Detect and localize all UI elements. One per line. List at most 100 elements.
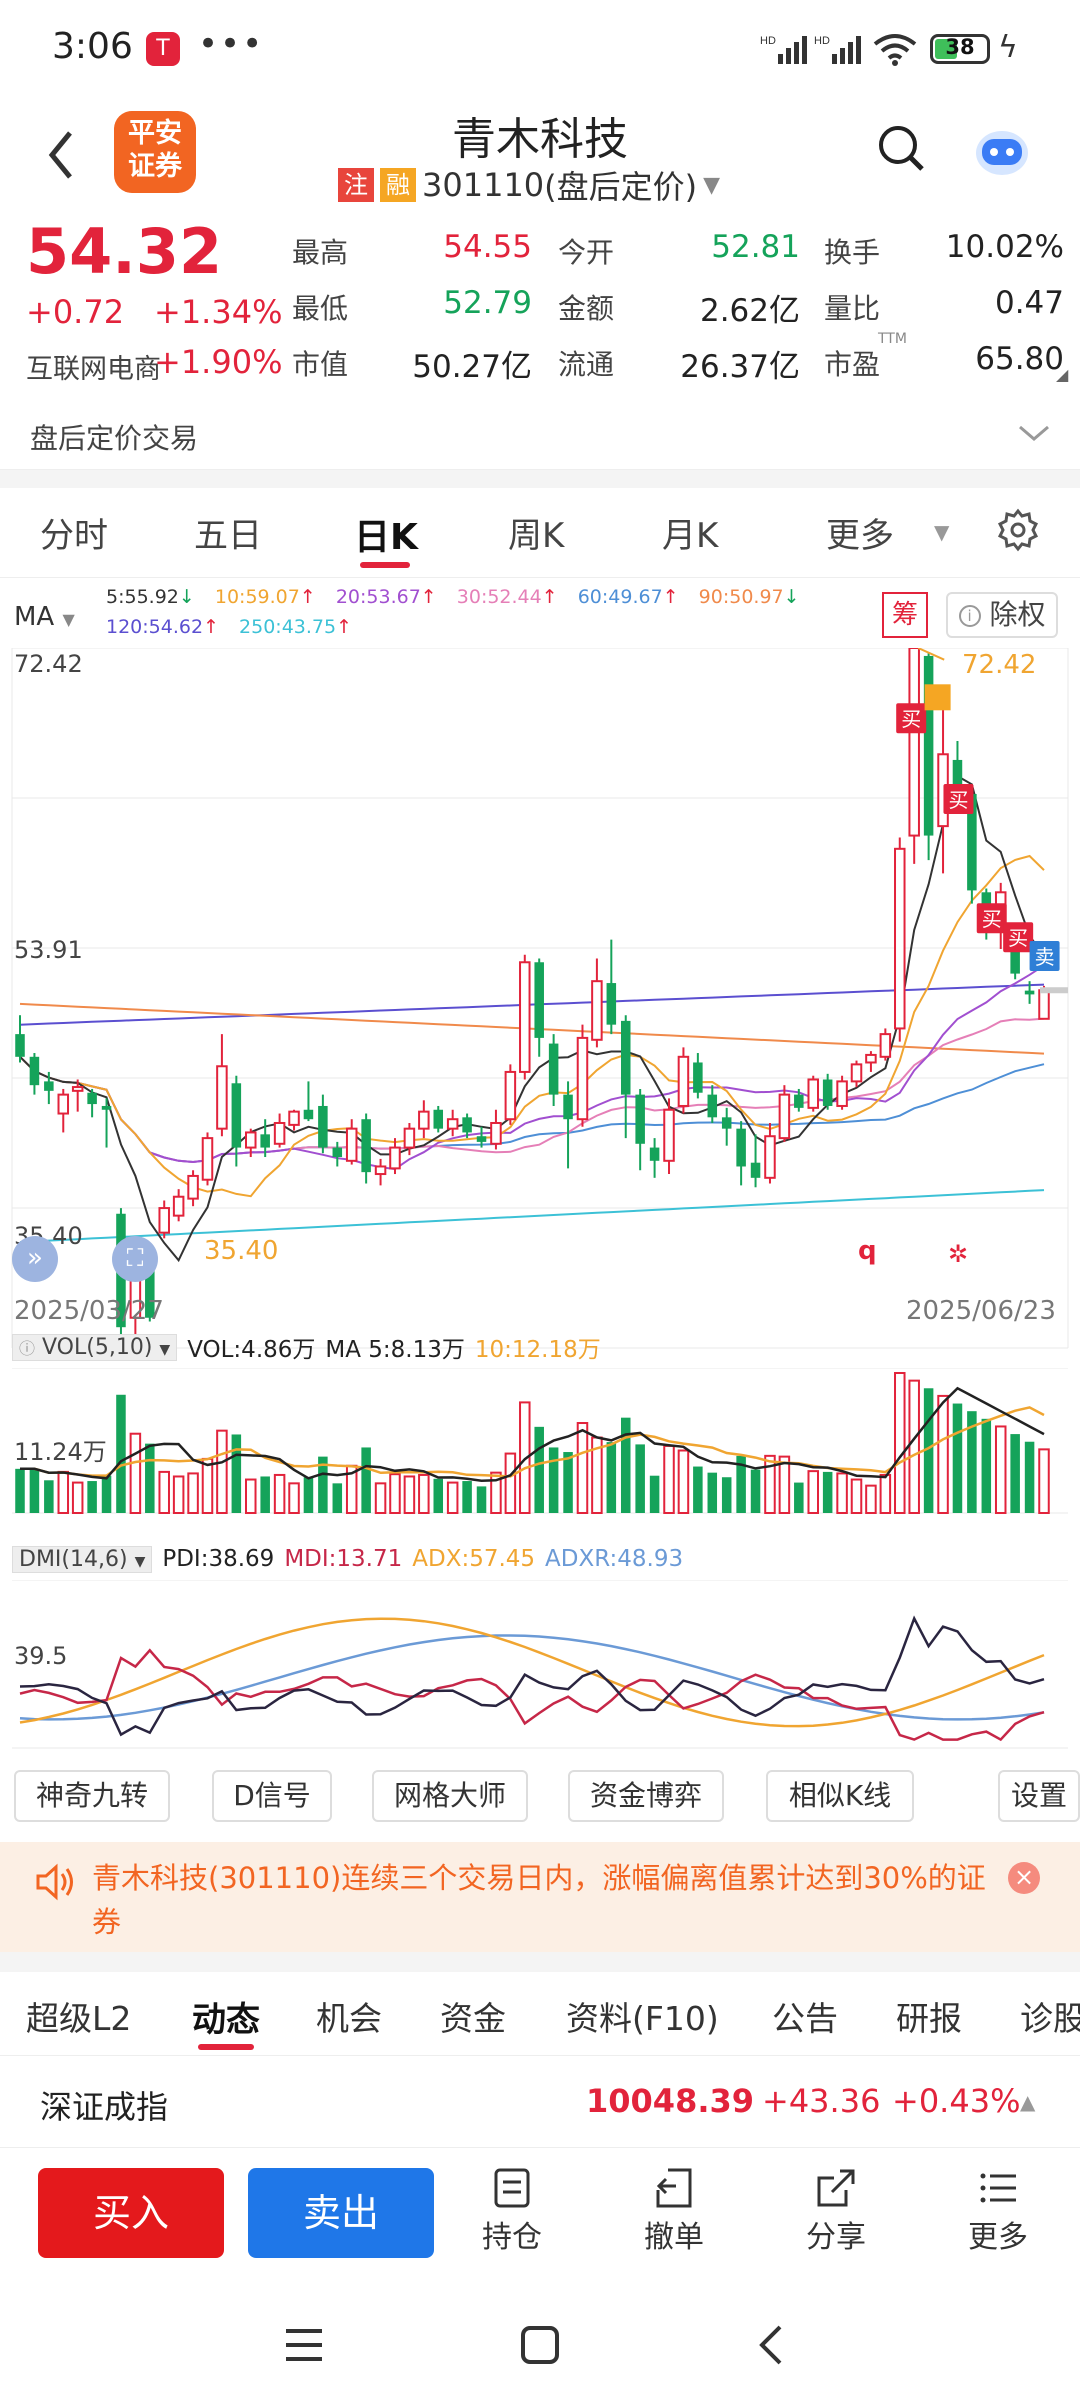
candle-up xyxy=(446,1118,459,1130)
volume-bar-down xyxy=(548,1447,559,1513)
sector-pct[interactable]: +1.90% xyxy=(154,343,283,381)
info-icon: i xyxy=(958,605,981,627)
ma5-legend: 5:55.92↓ xyxy=(106,586,195,608)
dmi-indicator-label: DMI(14,6) xyxy=(19,1546,128,1572)
share-label: 分享 xyxy=(806,2220,866,2255)
tesla-app-icon: T xyxy=(146,32,180,66)
cancel-order-button[interactable]: 撤单 xyxy=(634,2168,714,2256)
min-price-tag: 35.40 xyxy=(204,1236,279,1266)
buy-button[interactable]: 买入 xyxy=(38,2168,224,2258)
sell-button[interactable]: 卖出 xyxy=(248,2168,434,2258)
trade-signal-flag xyxy=(1029,941,1060,972)
tab-monthly-k[interactable]: 月K xyxy=(662,516,719,556)
chevron-down-icon[interactable] xyxy=(1016,421,1052,445)
info-icon: ⓘ xyxy=(19,1338,36,1358)
menu-icon[interactable] xyxy=(284,2327,324,2363)
tab-announcements[interactable]: 公告 xyxy=(772,1999,838,2038)
volume-bar-down xyxy=(1024,1441,1035,1513)
sector-name[interactable]: 互联网电商 xyxy=(26,354,161,385)
fullscreen-button[interactable]: ⛶ xyxy=(112,1236,158,1282)
dmi-indicator-selector[interactable]: DMI(14,6) ▼ xyxy=(12,1545,153,1573)
analysis-tools-row: 神奇九转 D信号 网格大师 资金博弈 相似K线 设置 xyxy=(0,1760,1080,1832)
tab-opportunity[interactable]: 机会 xyxy=(316,1999,382,2038)
value-float-cap: 26.37亿 xyxy=(680,349,800,385)
battery-level: 38 xyxy=(945,35,975,59)
adjustment-button[interactable]: i 除权 xyxy=(946,592,1058,638)
volume-bar-up xyxy=(894,1372,906,1514)
volume-bar-up xyxy=(201,1457,214,1514)
volume-bar-down xyxy=(29,1468,40,1513)
close-icon[interactable]: × xyxy=(1008,1862,1040,1894)
tool-d-signal[interactable]: D信号 xyxy=(212,1770,332,1822)
section-gap xyxy=(0,1952,1080,1972)
tab-f10[interactable]: 资料(F10) xyxy=(566,1999,719,2038)
candle-up xyxy=(273,1121,286,1145)
broker-logo[interactable]: 平安 证券 xyxy=(114,111,196,193)
dmi-header: DMI(14,6) ▼ PDI:38.69 MDI:13.71 ADX:57.4… xyxy=(12,1542,683,1576)
volume-chart[interactable] xyxy=(0,1368,1080,1518)
candle-down xyxy=(303,1109,314,1120)
candle-up xyxy=(894,847,906,1030)
stock-subtitle[interactable]: 注 融 301110 (盘后定价) ▼ xyxy=(338,165,720,206)
dmi-chart[interactable] xyxy=(0,1580,1080,1750)
holdings-label: 持仓 xyxy=(482,2220,542,2255)
share-icon xyxy=(817,2169,855,2207)
more-button[interactable]: 更多 xyxy=(958,2168,1038,2256)
value-market-cap: 50.27亿 xyxy=(412,349,532,385)
tab-intraday[interactable]: 分时 xyxy=(40,516,108,556)
q-marker: q xyxy=(858,1236,877,1266)
tab-news[interactable]: 动态 xyxy=(192,2000,260,2040)
share-button[interactable]: 分享 xyxy=(796,2168,876,2256)
after-hours-row[interactable]: 盘后定价交易 xyxy=(0,395,1080,470)
ma-selector[interactable]: MA ▼ xyxy=(14,602,75,632)
ma120-line xyxy=(19,983,1045,1026)
back-icon[interactable] xyxy=(756,2323,786,2367)
tab-diagnosis[interactable]: 诊股 xyxy=(1020,1999,1080,2038)
tab-super-l2[interactable]: 超级L2 xyxy=(26,1999,132,2038)
ma-dropdown-icon: ▼ xyxy=(62,610,75,629)
volume-bar-down xyxy=(44,1480,54,1513)
expand-up-icon[interactable]: ▲ xyxy=(1020,2090,1036,2114)
dmi-adx-line xyxy=(19,1617,1045,1728)
tool-settings[interactable]: 设置 xyxy=(998,1770,1080,1822)
menu-list-icon xyxy=(980,2173,1016,2203)
volume-bar-up xyxy=(836,1472,848,1514)
volume-bar-down xyxy=(101,1475,112,1513)
home-icon[interactable] xyxy=(520,2325,560,2365)
volume-bar-down xyxy=(981,1418,992,1513)
tool-magic-nine[interactable]: 神奇九转 xyxy=(14,1770,170,1822)
candle-up xyxy=(403,1127,416,1149)
search-icon[interactable] xyxy=(876,123,926,173)
trade-signal-label: 卖 xyxy=(1035,945,1055,969)
vol-indicator-selector[interactable]: ⓘ VOL(5,10) ▼ xyxy=(12,1333,178,1361)
tab-research[interactable]: 研报 xyxy=(896,1999,962,2038)
candle-down xyxy=(1024,990,1035,995)
event-marker xyxy=(924,684,951,711)
tab-funds[interactable]: 资金 xyxy=(440,1999,506,2038)
tool-grid-master[interactable]: 网格大师 xyxy=(372,1770,528,1822)
holdings-button[interactable]: 持仓 xyxy=(472,2168,552,2256)
tool-similar-kline[interactable]: 相似K线 xyxy=(766,1770,914,1822)
back-arrow-icon[interactable] xyxy=(40,125,80,185)
candle-up xyxy=(663,1108,675,1162)
candle-up xyxy=(778,1093,791,1140)
expand-left-button[interactable]: » xyxy=(12,1236,58,1282)
index-ticker[interactable]: 深证成指 10048.39 +43.36 +0.43% ▲ xyxy=(0,2056,1080,2148)
risk-notice-banner[interactable]: 青木科技(301110)连续三个交易日内，涨幅偏离值累计达到30%的证券 × xyxy=(0,1842,1080,1952)
ai-robot-icon[interactable] xyxy=(974,125,1030,177)
gear-icon[interactable] xyxy=(996,508,1040,552)
tab-weekly-k[interactable]: 周K xyxy=(508,516,565,556)
candle-down xyxy=(318,1105,328,1148)
tool-fund-game[interactable]: 资金博弈 xyxy=(568,1770,724,1822)
chip-distribution-button[interactable]: 筹 xyxy=(882,592,928,638)
candle-down xyxy=(231,1083,242,1148)
tab-five-day[interactable]: 五日 xyxy=(194,516,262,556)
ma20-line xyxy=(19,964,1045,1171)
tab-daily-k[interactable]: 日K xyxy=(354,517,418,558)
tab-more[interactable]: 更多 xyxy=(826,516,894,556)
volume-bar-down xyxy=(736,1455,746,1513)
index-value: 10048.39 xyxy=(586,2082,755,2120)
label-pe: 市盈 xyxy=(824,348,881,381)
